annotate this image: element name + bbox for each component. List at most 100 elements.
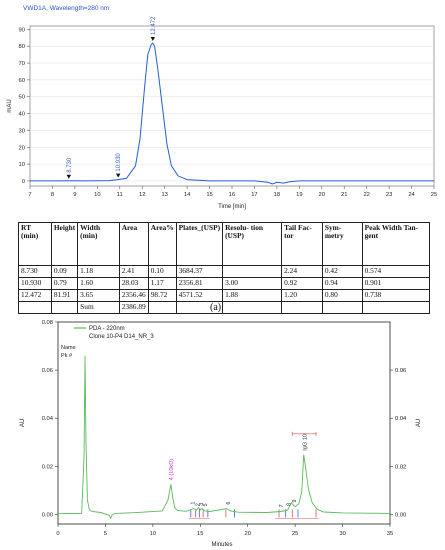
x-tick-label: 15 (206, 192, 212, 198)
x-tick-label: 13 (161, 192, 167, 198)
x-tick-label: 7 (28, 192, 31, 198)
x-tick-label: 23 (386, 192, 392, 198)
x-tick-label: 20 (244, 531, 250, 537)
peak-label: 3 (199, 503, 205, 506)
table-cell: Sum (77, 301, 120, 314)
peak-label: 1 (191, 501, 197, 504)
table-cell: 3.00 (222, 277, 283, 290)
chart-a-peak-labels: 8.730 10.930 12.472 (66, 16, 157, 179)
x-tick-label: 9 (73, 192, 76, 198)
peak-marker (66, 174, 72, 179)
x-tick-label: 30 (339, 531, 345, 537)
peak-label: 4 (10kD) (169, 459, 175, 481)
chart-b-name-label: Name (61, 345, 76, 351)
x-tick-label: 17 (251, 192, 257, 198)
header-cell: Plates_(USP) (175, 222, 224, 266)
table-cell: 1.17 (147, 277, 177, 290)
y-tick-label: 90 (19, 27, 25, 33)
y-tick-label: 40 (19, 112, 25, 118)
table-cell: 2386.89 (118, 301, 149, 314)
x-tick-label: 0 (56, 531, 59, 537)
header-cell: Height (50, 222, 79, 266)
x-tick-label: 10 (94, 192, 100, 198)
x-tick-label: 5 (104, 531, 107, 537)
peak-label: 12.472 (151, 16, 157, 35)
chart-a-x-ticks: 7 8 9 10 11 12 13 14 15 16 17 18 19 20 21 22 23 24 25 (28, 186, 437, 198)
table-cell: 0.574 (361, 265, 431, 278)
header-cell: Area% (147, 222, 177, 266)
peak-label: IgG 10 (303, 434, 309, 451)
table-cell: 1.88 (222, 289, 283, 302)
chart-a-series-line (30, 42, 434, 185)
table-cell: 0.94 (321, 277, 363, 290)
table-cell: 2356.81 (175, 277, 224, 290)
table-cell: 2.24 (281, 265, 323, 278)
x-tick-label: 8 (51, 192, 54, 198)
panel-a-caption: (a) (210, 302, 222, 313)
peak-table-wrap: RT (min) Height Width (min) Area Area% P… (18, 222, 431, 314)
chart-a-title: VWD1A, Wavelength=280 nm (23, 5, 109, 12)
peak-marker (150, 37, 156, 42)
table-cell: 81.91 (50, 289, 79, 302)
table-cell: 0.901 (361, 277, 431, 290)
table-cell: 2.41 (118, 265, 149, 278)
peak-label: 7 (279, 504, 285, 507)
chart-a-y-ticks: 0 10 20 30 40 50 60 70 80 90 (19, 27, 30, 185)
chart-b-y2-ticks: 0.00 0.02 0.04 0.06 (390, 368, 407, 518)
table-cell: 0.09 (50, 265, 79, 278)
table-cell (147, 301, 177, 314)
table-cell (281, 301, 323, 314)
table-cell (222, 265, 283, 278)
table-row: 12.472 81.91 3.65 2356.46 98.72 4571.52 … (18, 289, 431, 302)
x-tick-label: 16 (229, 192, 235, 198)
chart-b-y2label: AU (416, 419, 422, 427)
chart-a-xlabel: Time [min] (218, 204, 246, 210)
x-tick-label: 25 (431, 192, 437, 198)
table-cell: 0.92 (281, 277, 323, 290)
table-cell: 0.80 (321, 289, 363, 302)
y-tick-label: 50 (19, 95, 25, 101)
table-row: 10.930 0.79 1.60 28.03 1.17 2356.81 3.00… (18, 277, 431, 290)
header-cell: Resolu- tion (USP) (222, 222, 283, 266)
table-cell: 12.472 (18, 289, 52, 302)
header-cell: Sym- metry (321, 222, 363, 266)
peak-label: 6 (226, 501, 232, 504)
y-tick-label: 0.02 (42, 464, 53, 470)
chart-b-pk-label: Pk # (61, 353, 73, 359)
peak-table-header: RT (min) Height Width (min) Area Area% P… (18, 222, 431, 266)
table-cell: 8.730 (18, 265, 52, 278)
peak-label: 10.930 (116, 153, 122, 172)
chart-b-legend-sample: Clone 10-P4 D14_NR_3 (89, 334, 154, 340)
y-tick-label: 10 (19, 162, 25, 168)
chart-a: VWD1A, Wavelength=280 nm 010203040506070… (7, 5, 437, 210)
table-row: 8.730 0.09 1.18 2.41 0.10 3684.37 2.24 0… (18, 265, 431, 278)
table-cell: 0.10 (147, 265, 177, 278)
y-tick-label: 0.08 (42, 320, 53, 326)
x-tick-label: 22 (363, 192, 369, 198)
table-cell: 0.42 (321, 265, 363, 278)
x-tick-label: 25 (292, 531, 298, 537)
y-tick-label: 60 (19, 78, 25, 84)
table-cell: 1.60 (77, 277, 120, 290)
y-tick-label: 70 (19, 61, 25, 67)
table-cell: 3.65 (77, 289, 120, 302)
table-row: Sum 2386.89 (18, 301, 431, 314)
y2-tick-label: 0.04 (395, 416, 407, 422)
peak-label: 5 (203, 503, 209, 506)
y2-tick-label: 0.00 (395, 512, 406, 518)
y-tick-label: 0.06 (42, 368, 53, 374)
header-cell: Width (min) (77, 222, 120, 266)
chart-a-grid (30, 29, 434, 182)
x-tick-label: 19 (296, 192, 302, 198)
y-tick-label: 20 (19, 145, 25, 151)
chart-b-plot-frame (57, 321, 391, 525)
peak-label: 8 (287, 503, 293, 506)
peak-label: 9 (292, 500, 298, 503)
table-cell: 0.79 (50, 277, 79, 290)
chart-b-integration-marks (188, 431, 319, 519)
x-tick-label: 10 (150, 531, 156, 537)
chart-b-y-ticks: 0.00 0.02 0.04 0.06 0.08 (42, 320, 58, 518)
table-cell (50, 301, 79, 314)
table-cell: 98.72 (147, 289, 177, 302)
